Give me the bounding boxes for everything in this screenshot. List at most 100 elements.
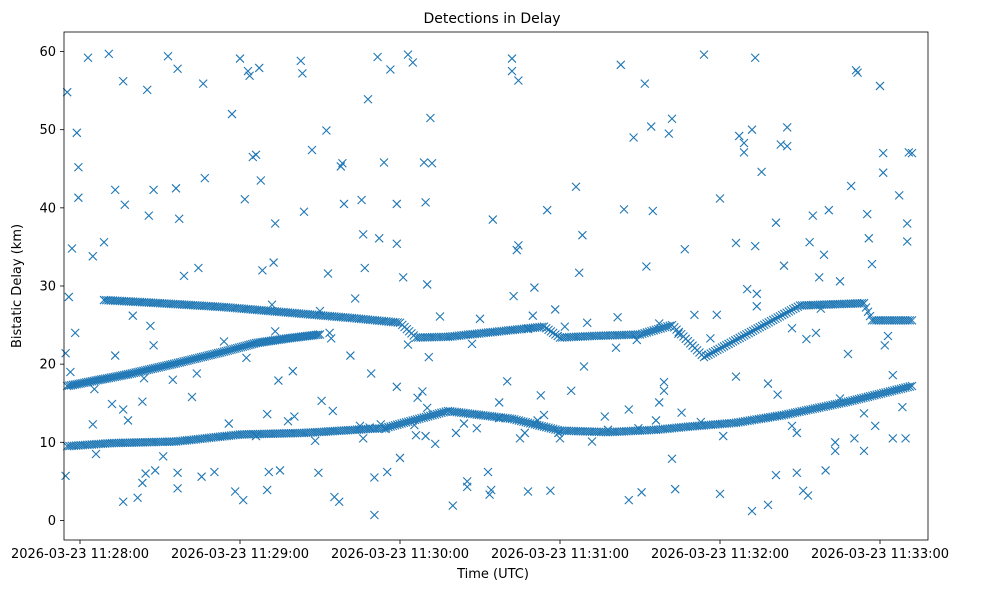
data-point-marker <box>296 56 306 66</box>
data-point-marker <box>313 330 323 340</box>
data-point-marker <box>603 425 613 435</box>
data-point-marker <box>123 438 132 448</box>
data-point-marker <box>824 205 834 215</box>
data-point-marker <box>787 323 797 333</box>
data-point-marker <box>235 54 245 63</box>
data-point-marker <box>864 233 874 243</box>
data-point-marker <box>107 399 117 409</box>
data-point-marker <box>242 353 251 363</box>
data-point-marker <box>311 330 321 340</box>
data-point-marker <box>299 207 309 217</box>
data-point-marker <box>421 431 430 441</box>
data-point-marker <box>472 423 482 433</box>
data-point-marker <box>426 113 435 123</box>
data-point-marker <box>739 331 749 340</box>
data-point-marker <box>878 315 888 325</box>
data-point-marker <box>74 193 83 203</box>
data-point-marker <box>164 437 174 447</box>
data-point-marker <box>554 428 563 438</box>
data-point-marker <box>151 437 161 447</box>
data-point-marker <box>281 428 291 438</box>
data-point-marker <box>821 466 830 475</box>
data-point-marker <box>737 332 747 342</box>
x-tick-label: 2026-03-23 11:31:00 <box>491 547 629 562</box>
data-point-marker <box>314 468 323 478</box>
data-point-marker <box>171 183 181 193</box>
data-point-marker <box>141 469 150 478</box>
data-point-marker <box>579 362 589 371</box>
data-point-marker <box>699 352 709 362</box>
data-point-marker <box>279 429 289 438</box>
data-point-marker <box>763 500 773 510</box>
data-point-marker <box>853 68 862 78</box>
data-point-marker <box>878 168 888 178</box>
data-point-marker <box>861 303 871 312</box>
data-point-marker <box>750 325 760 334</box>
data-point-marker <box>779 309 789 319</box>
data-point-marker <box>859 298 869 308</box>
data-point-marker <box>392 382 402 392</box>
data-point-marker <box>674 329 683 339</box>
data-point-marker <box>118 405 128 414</box>
data-point-marker <box>708 347 718 357</box>
data-point-marker <box>874 315 884 325</box>
data-point-marker <box>138 397 147 407</box>
data-point-marker <box>158 437 168 447</box>
data-point-marker <box>173 64 182 74</box>
data-point-marker <box>811 328 821 338</box>
y-axis: 0 10 20 30 40 50 60 <box>39 45 64 529</box>
data-point-marker <box>323 269 333 278</box>
data-point-marker <box>830 446 840 456</box>
data-point-marker <box>637 487 646 497</box>
data-point-marker <box>710 346 720 356</box>
data-point-marker <box>310 436 320 446</box>
data-point-marker <box>123 416 133 425</box>
y-tick-label: 60 <box>39 45 56 60</box>
scatter-markers <box>61 49 917 520</box>
data-point-marker <box>883 331 893 341</box>
data-point-marker <box>536 391 546 400</box>
data-point-marker <box>67 244 77 253</box>
data-point-marker <box>502 376 512 386</box>
data-point-marker <box>451 428 461 438</box>
data-point-marker <box>128 311 138 321</box>
data-point-marker <box>880 315 890 325</box>
data-point-marker <box>902 237 912 246</box>
data-point-marker <box>571 182 581 192</box>
data-point-marker <box>315 306 325 316</box>
data-point-marker <box>266 429 276 439</box>
data-point-marker <box>665 321 675 331</box>
data-point-marker <box>290 412 299 421</box>
y-tick-label: 20 <box>39 358 56 373</box>
data-point-marker <box>715 194 725 203</box>
x-axis: 2026-03-23 11:28:00 2026-03-23 11:29:00 20… <box>11 540 949 562</box>
data-point-marker <box>270 326 280 336</box>
data-point-marker <box>146 321 155 331</box>
data-point-marker <box>870 421 880 431</box>
data-point-marker <box>619 205 629 214</box>
data-point-marker <box>883 315 892 325</box>
plot-area <box>61 31 929 541</box>
data-point-marker <box>867 259 877 269</box>
data-point-marker <box>149 437 159 447</box>
data-point-marker <box>680 244 690 254</box>
data-point-marker <box>283 416 293 426</box>
data-point-marker <box>830 437 840 447</box>
data-point-marker <box>670 484 680 494</box>
data-point-marker <box>162 437 172 447</box>
data-point-marker <box>419 158 429 167</box>
data-point-marker <box>160 437 170 447</box>
data-point-marker <box>88 251 98 261</box>
data-point-marker <box>514 240 523 250</box>
data-point-marker <box>119 370 129 380</box>
chart-title: Detections in Delay <box>423 11 560 27</box>
x-tick-label: 2026-03-23 11:28:00 <box>11 547 149 562</box>
data-point-marker <box>792 468 802 478</box>
data-point-marker <box>275 429 285 438</box>
data-point-marker <box>133 493 142 503</box>
data-point-marker <box>903 315 912 325</box>
data-point-marker <box>363 94 373 104</box>
x-tick-label: 2026-03-23 11:32:00 <box>651 547 789 562</box>
data-point-marker <box>752 289 762 299</box>
data-point-marker <box>523 324 533 334</box>
